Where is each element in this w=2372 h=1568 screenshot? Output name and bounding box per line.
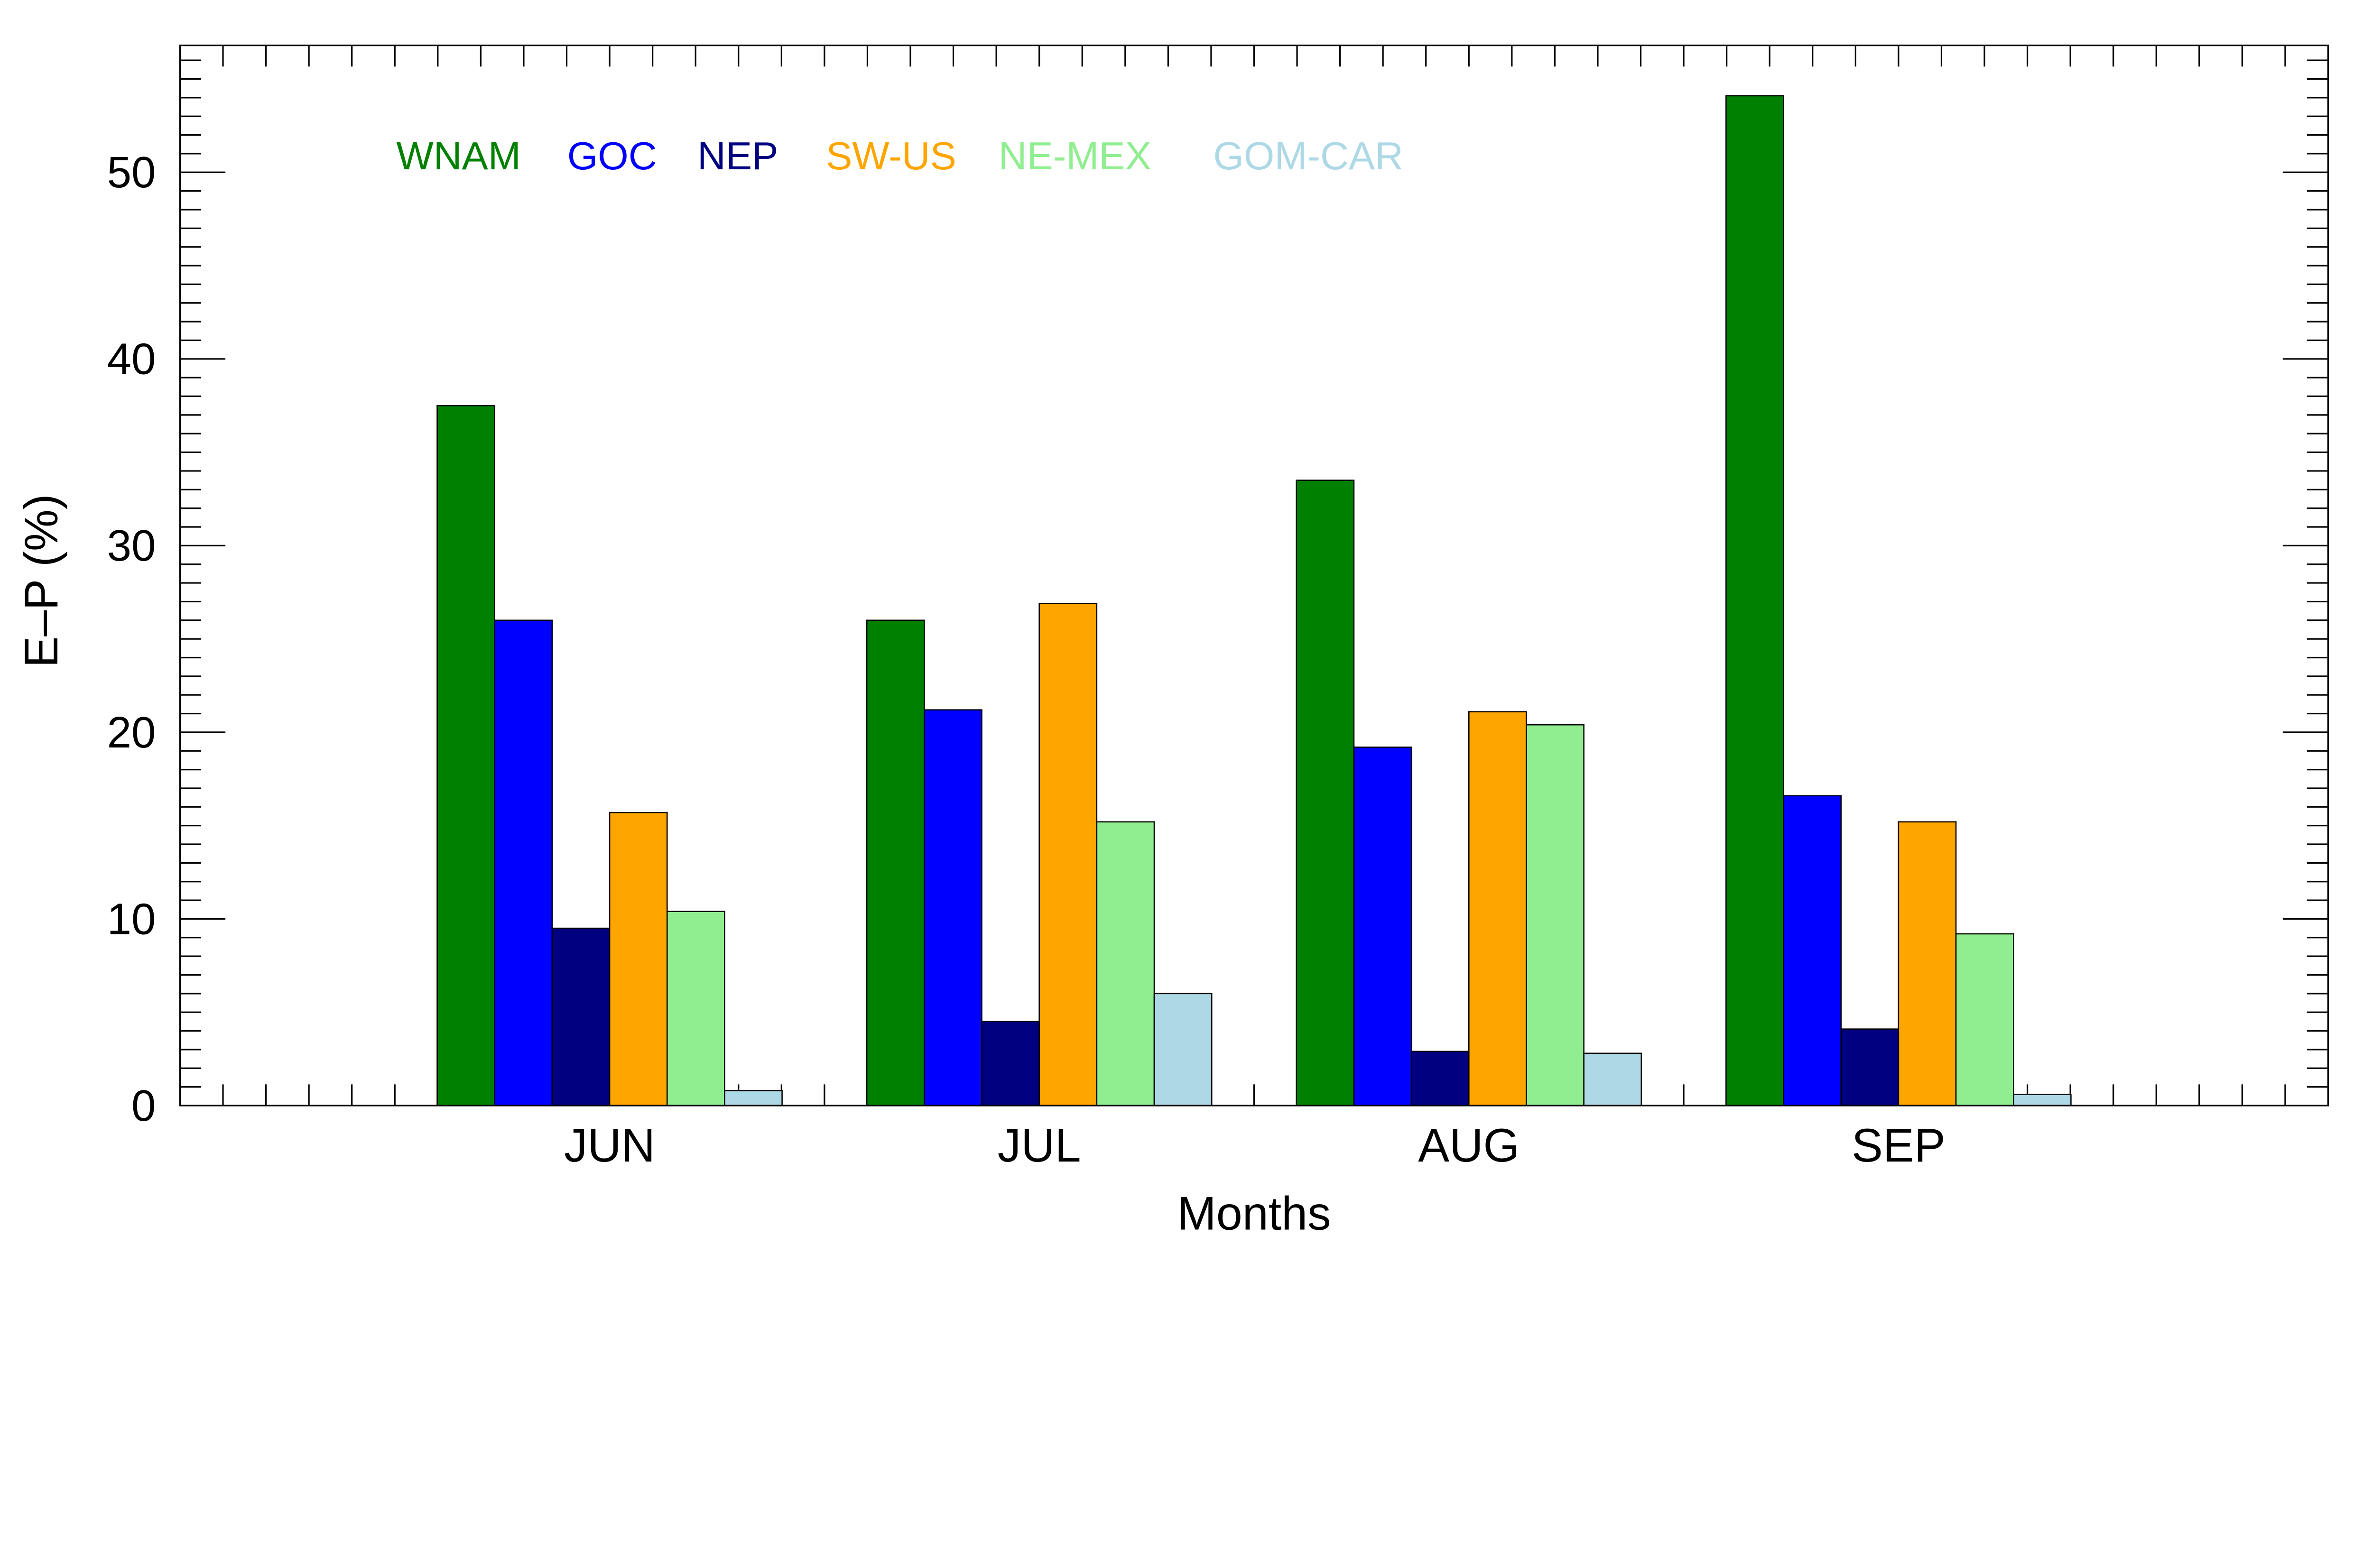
bar-sw-us-aug — [1468, 711, 1527, 1107]
bar-goc-jun — [494, 619, 553, 1107]
bar-chart: 0 10 20 30 40 50 JUN JUL AUG SEP WNAM GOC NEP SW-US… — [15, 45, 2329, 1239]
bar-wnam-aug — [1296, 480, 1355, 1107]
bar-gom-car-aug — [1583, 1052, 1642, 1107]
legend-entry-sw-us: SW-US — [826, 134, 956, 178]
y-tick-label: 30 — [107, 521, 156, 570]
bar-sw-us-jul — [1038, 603, 1098, 1107]
bar-wnam-jun — [436, 405, 496, 1107]
x-tick-label: SEP — [1852, 1119, 1946, 1171]
bar-sw-us-jun — [609, 812, 668, 1107]
legend-entry-goc: GOC — [567, 134, 657, 178]
legend-entry-nep: NEP — [697, 134, 778, 178]
bar-nep-jun — [551, 927, 611, 1107]
bar-gom-car-jun — [724, 1090, 783, 1107]
legend-entry-ne-mex: NE-MEX — [999, 134, 1151, 178]
bar-nep-aug — [1410, 1051, 1470, 1107]
x-tick-label: JUN — [564, 1119, 655, 1171]
bars — [436, 95, 2072, 1107]
bar-gom-car-jul — [1153, 993, 1213, 1107]
y-tick-label: 10 — [107, 894, 156, 943]
legend: WNAM GOC NEP SW-US NE-MEX GOM-CAR — [396, 134, 1403, 178]
bar-sw-us-sep — [1898, 821, 1957, 1107]
legend-entry-gom-car: GOM-CAR — [1213, 134, 1403, 178]
y-tick-labels: 0 10 20 30 40 50 — [107, 148, 156, 1130]
bar-ne-mex-jul — [1096, 821, 1155, 1107]
bar-goc-aug — [1353, 747, 1412, 1107]
y-tick-label: 50 — [107, 148, 156, 197]
bar-ne-mex-jun — [666, 911, 725, 1107]
y-tick-label: 0 — [131, 1081, 156, 1130]
bar-nep-sep — [1840, 1028, 1899, 1107]
x-axis-label: Months — [1177, 1187, 1331, 1239]
bar-goc-jul — [924, 709, 982, 1107]
bar-nep-jul — [981, 1021, 1040, 1107]
bar-ne-mex-sep — [1955, 933, 2014, 1107]
legend-entry-wnam: WNAM — [396, 134, 520, 178]
bar-goc-sep — [1783, 795, 1842, 1107]
x-tick-label: JUL — [998, 1119, 1081, 1171]
bar-wnam-sep — [1725, 95, 1784, 1107]
y-axis-label: E–P (%) — [15, 494, 67, 667]
x-tick-label: AUG — [1418, 1119, 1520, 1171]
bar-ne-mex-aug — [1526, 724, 1584, 1107]
y-tick-label: 40 — [107, 334, 156, 384]
x-tick-labels: JUN JUL AUG SEP — [564, 1119, 1946, 1171]
y-tick-label: 20 — [107, 708, 156, 757]
plot-frame — [179, 45, 2329, 1107]
bar-gom-car-sep — [2012, 1094, 2072, 1107]
bar-wnam-jul — [866, 619, 925, 1107]
